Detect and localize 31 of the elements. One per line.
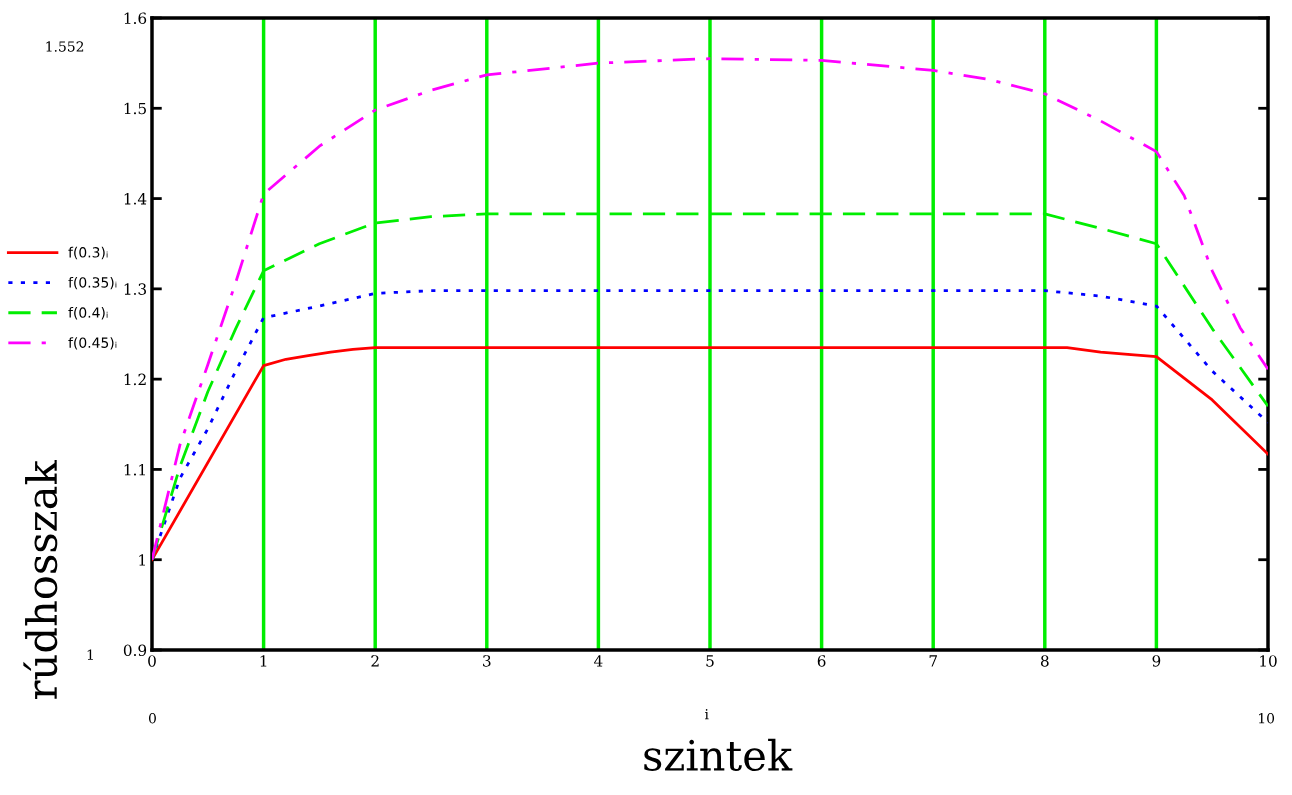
line-series	[152, 57, 1268, 562]
x-tick-label: 4	[594, 655, 603, 667]
legend-label: f(0.45)ᵢ	[68, 337, 117, 350]
y-tick-label: 1.5	[124, 102, 146, 115]
x-tick-label: 10	[1260, 655, 1277, 667]
y-tick-label: 1.1	[124, 463, 145, 476]
y-tick-label: 1.4	[124, 193, 147, 205]
x-tick-label: 3	[483, 655, 491, 667]
legend-label: f(0.4)ᵢ	[68, 307, 108, 320]
x-tick-label: 0	[148, 655, 156, 667]
legend-label: f(0.3)ᵢ	[68, 246, 108, 260]
x-tick-label: 7	[929, 655, 937, 667]
y-tick-label: 0.9	[123, 644, 147, 657]
y-tick-label: 1	[139, 554, 145, 566]
text: i	[705, 709, 709, 720]
x-tick-label: 2	[371, 655, 379, 667]
legend-label: f(0.35)ᵢ	[68, 276, 117, 290]
y-tick-label: 1.2	[124, 373, 146, 386]
y-tick-label: 1.6	[124, 12, 147, 25]
text: 0	[148, 713, 156, 724]
text: 1.552	[46, 41, 84, 52]
x-tick-label: 5	[706, 655, 714, 667]
x-axis-title: szintek	[644, 738, 793, 772]
y-axis-title: rúdhosszak	[23, 459, 58, 699]
x-tick-label: 9	[1152, 655, 1161, 667]
x-tick-label: 6	[817, 655, 826, 667]
x-tick-label: 1	[260, 655, 267, 667]
x-tick-label: 8	[1040, 655, 1049, 667]
line-series	[152, 346, 1268, 562]
y-tick-label: 1.3	[124, 283, 147, 295]
text: 10	[1259, 713, 1275, 724]
